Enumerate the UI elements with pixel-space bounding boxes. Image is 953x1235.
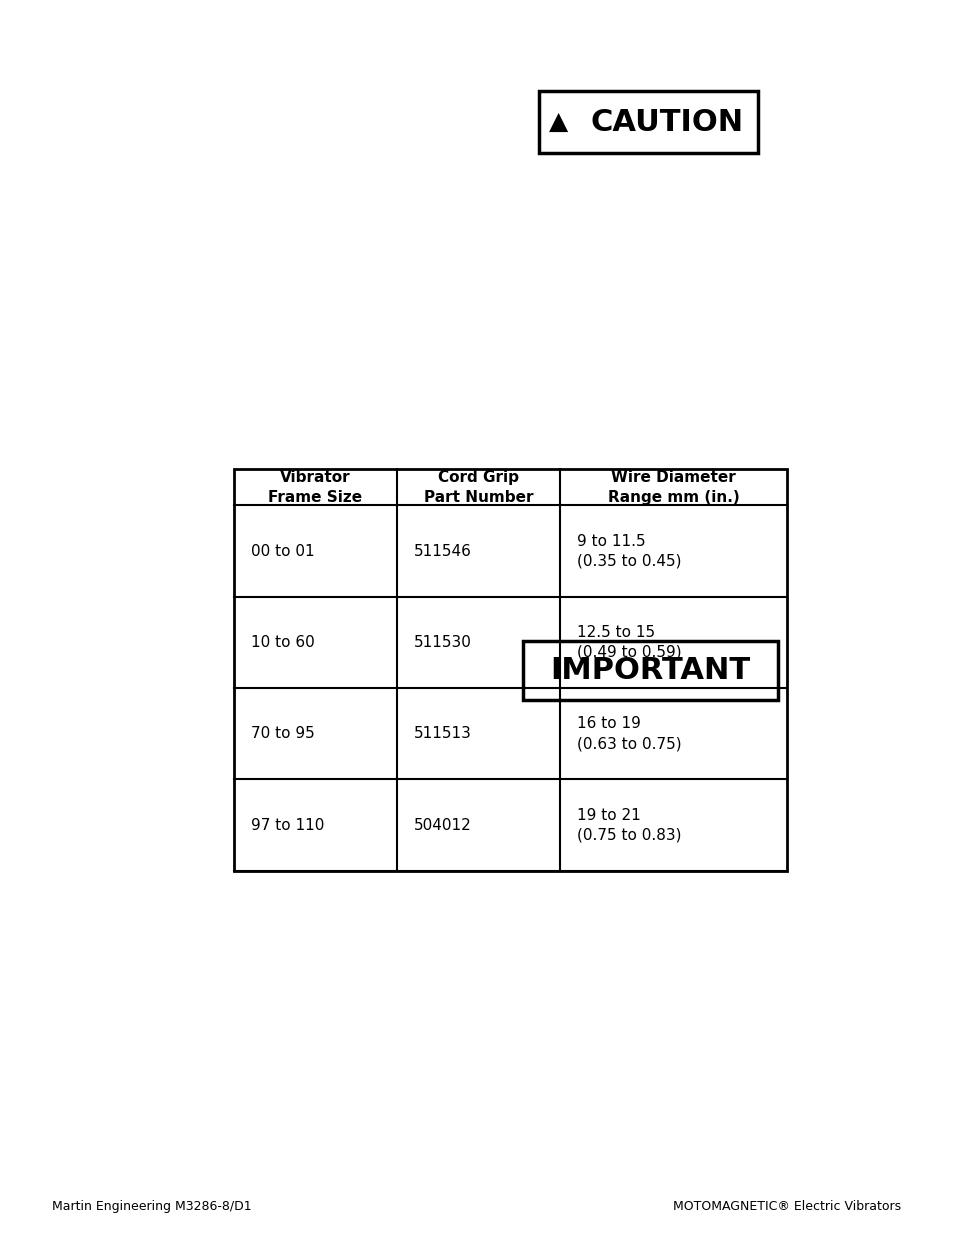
Text: MOTOMAGNETIC® Electric Vibrators: MOTOMAGNETIC® Electric Vibrators	[673, 1199, 901, 1213]
Text: Cord Grip
Part Number: Cord Grip Part Number	[423, 471, 533, 505]
Text: Martin Engineering M3286-8/D1: Martin Engineering M3286-8/D1	[52, 1199, 252, 1213]
Text: 504012: 504012	[414, 818, 472, 832]
Text: 97 to 110: 97 to 110	[251, 818, 324, 832]
Text: 16 to 19
(0.63 to 0.75): 16 to 19 (0.63 to 0.75)	[577, 716, 681, 751]
Text: Vibrator
Frame Size: Vibrator Frame Size	[268, 471, 362, 505]
Text: 19 to 21
(0.75 to 0.83): 19 to 21 (0.75 to 0.83)	[577, 808, 681, 842]
Text: 12.5 to 15
(0.49 to 0.59): 12.5 to 15 (0.49 to 0.59)	[577, 625, 681, 659]
Text: CAUTION: CAUTION	[590, 107, 742, 137]
Text: 70 to 95: 70 to 95	[251, 726, 314, 741]
FancyBboxPatch shape	[233, 469, 786, 871]
Text: 511513: 511513	[414, 726, 472, 741]
Text: IMPORTANT: IMPORTANT	[550, 656, 750, 685]
FancyBboxPatch shape	[522, 641, 778, 700]
Text: 00 to 01: 00 to 01	[251, 543, 314, 558]
FancyBboxPatch shape	[538, 91, 758, 153]
Text: Wire Diameter
Range mm (in.): Wire Diameter Range mm (in.)	[607, 471, 739, 505]
Text: 9 to 11.5
(0.35 to 0.45): 9 to 11.5 (0.35 to 0.45)	[577, 534, 681, 568]
Text: 511530: 511530	[414, 635, 472, 650]
Text: ▲: ▲	[548, 110, 567, 135]
Text: 10 to 60: 10 to 60	[251, 635, 314, 650]
Text: 511546: 511546	[414, 543, 472, 558]
